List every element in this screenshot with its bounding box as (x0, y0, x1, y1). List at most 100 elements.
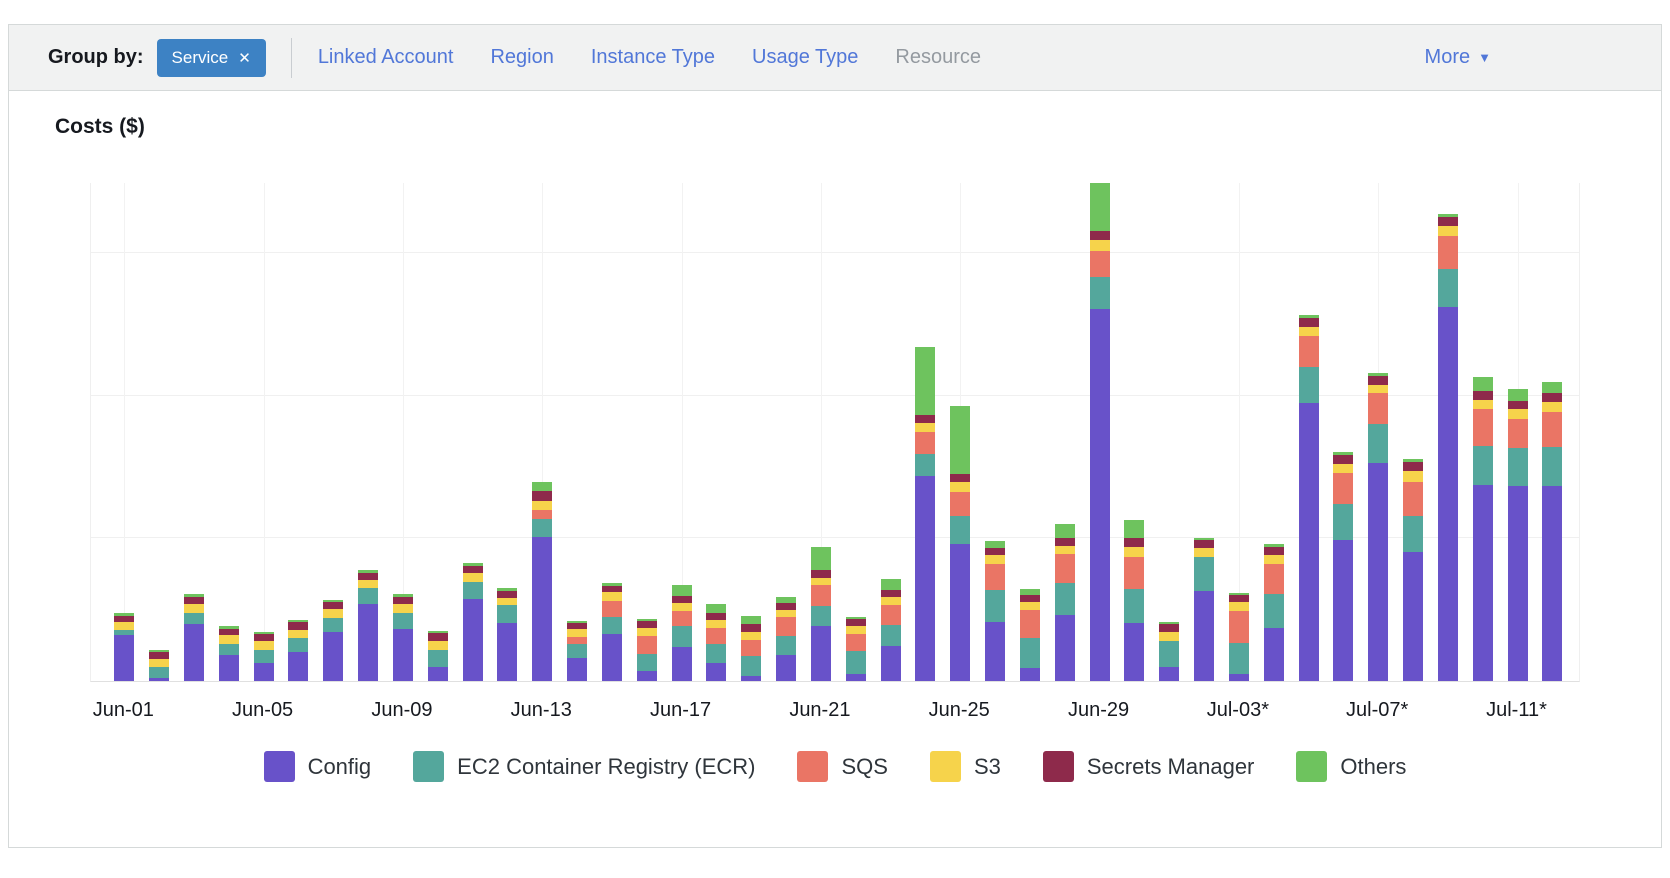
bar-segment[interactable] (672, 647, 692, 681)
bar-segment[interactable] (950, 516, 970, 545)
bar-segment[interactable] (1438, 217, 1458, 226)
bar-segment[interactable] (567, 644, 587, 658)
bar-segment[interactable] (1124, 538, 1144, 547)
bar-segment[interactable] (1542, 447, 1562, 486)
bar-segment[interactable] (254, 634, 274, 641)
bar-segment[interactable] (428, 650, 448, 667)
bar-segment[interactable] (288, 638, 308, 652)
bar-segment[interactable] (985, 555, 1005, 564)
bar-segment[interactable] (741, 616, 761, 624)
stacked-bar-jun-30[interactable] (1124, 520, 1144, 681)
bar-segment[interactable] (881, 605, 901, 625)
bar-segment[interactable] (1194, 591, 1214, 681)
bar-segment[interactable] (1229, 674, 1249, 681)
bar-segment[interactable] (532, 501, 552, 510)
stacked-bar-jun-15[interactable] (602, 583, 622, 681)
bar-segment[interactable] (672, 626, 692, 647)
bar-segment[interactable] (254, 641, 274, 650)
bar-segment[interactable] (254, 663, 274, 681)
bar-segment[interactable] (915, 347, 935, 415)
bar-segment[interactable] (985, 564, 1005, 590)
bar-segment[interactable] (323, 602, 343, 609)
bar-segment[interactable] (637, 671, 657, 681)
bar-segment[interactable] (1508, 419, 1528, 447)
bar-segment[interactable] (1333, 455, 1353, 464)
bar-segment[interactable] (985, 541, 1005, 548)
stacked-bar-jun-13[interactable] (532, 482, 552, 681)
bar-segment[interactable] (811, 626, 831, 681)
stacked-bar-jun-28[interactable] (1055, 524, 1075, 681)
bar-segment[interactable] (950, 474, 970, 482)
bar-segment[interactable] (776, 636, 796, 655)
bar-segment[interactable] (1090, 231, 1110, 240)
bar-segment[interactable] (288, 630, 308, 638)
more-dropdown[interactable]: More ▼ (1425, 46, 1491, 69)
bar-segment[interactable] (1090, 183, 1110, 231)
bar-segment[interactable] (915, 415, 935, 423)
bar-segment[interactable] (497, 623, 517, 681)
stacked-bar-jun-17[interactable] (672, 585, 692, 681)
stacked-bar-jun-07[interactable] (323, 600, 343, 681)
bar-segment[interactable] (1368, 393, 1388, 425)
bar-segment[interactable] (1264, 555, 1284, 564)
stacked-bar-jul-11[interactable] (1508, 389, 1528, 681)
bar-segment[interactable] (1124, 557, 1144, 589)
stacked-bar-jul-01[interactable] (1159, 622, 1179, 681)
bar-segment[interactable] (811, 570, 831, 577)
stacked-bar-jul-03[interactable] (1229, 593, 1249, 681)
stacked-bar-jun-27[interactable] (1020, 589, 1040, 681)
bar-segment[interactable] (1020, 602, 1040, 610)
bar-segment[interactable] (149, 659, 169, 667)
bar-segment[interactable] (706, 663, 726, 681)
bar-segment[interactable] (393, 597, 413, 605)
stacked-bar-jul-06[interactable] (1333, 452, 1353, 681)
bar-segment[interactable] (1229, 602, 1249, 611)
bar-segment[interactable] (602, 586, 622, 593)
bar-segment[interactable] (1264, 628, 1284, 681)
stacked-bar-jun-10[interactable] (428, 631, 448, 681)
bar-segment[interactable] (1508, 448, 1528, 486)
bar-segment[interactable] (637, 636, 657, 655)
bar-segment[interactable] (881, 597, 901, 605)
bar-segment[interactable] (393, 604, 413, 613)
bar-segment[interactable] (776, 610, 796, 617)
bar-segment[interactable] (532, 482, 552, 491)
bar-segment[interactable] (1020, 668, 1040, 681)
bar-segment[interactable] (1124, 623, 1144, 681)
stacked-bar-jun-16[interactable] (637, 619, 657, 681)
bar-segment[interactable] (1055, 524, 1075, 537)
bar-segment[interactable] (254, 650, 274, 663)
bar-segment[interactable] (358, 604, 378, 681)
bar-segment[interactable] (741, 640, 761, 657)
bar-segment[interactable] (219, 629, 239, 636)
bar-segment[interactable] (463, 573, 483, 582)
bar-segment[interactable] (881, 579, 901, 590)
stacked-bar-jun-02[interactable] (149, 650, 169, 681)
stacked-bar-jun-12[interactable] (497, 588, 517, 681)
bar-segment[interactable] (1473, 400, 1493, 409)
bar-segment[interactable] (1403, 471, 1423, 482)
stacked-bar-jun-25[interactable] (950, 406, 970, 681)
bar-segment[interactable] (706, 620, 726, 628)
stacked-bar-jun-29[interactable] (1090, 183, 1110, 681)
stacked-bar-jun-20[interactable] (776, 597, 796, 681)
legend-item[interactable]: SQS (797, 751, 887, 782)
bar-segment[interactable] (706, 613, 726, 620)
bar-segment[interactable] (1124, 520, 1144, 538)
bar-segment[interactable] (1020, 610, 1040, 638)
bar-segment[interactable] (114, 635, 134, 681)
bar-segment[interactable] (915, 423, 935, 432)
bar-segment[interactable] (393, 629, 413, 681)
bar-segment[interactable] (532, 519, 552, 537)
bar-segment[interactable] (1090, 251, 1110, 277)
bar-segment[interactable] (219, 655, 239, 681)
filter-link-usage-type[interactable]: Usage Type (752, 46, 858, 69)
bar-segment[interactable] (915, 454, 935, 476)
bar-segment[interactable] (463, 566, 483, 574)
bar-segment[interactable] (985, 548, 1005, 555)
bar-segment[interactable] (776, 617, 796, 636)
bar-segment[interactable] (463, 582, 483, 599)
bar-segment[interactable] (1403, 482, 1423, 516)
bar-segment[interactable] (881, 646, 901, 681)
bar-segment[interactable] (846, 651, 866, 674)
